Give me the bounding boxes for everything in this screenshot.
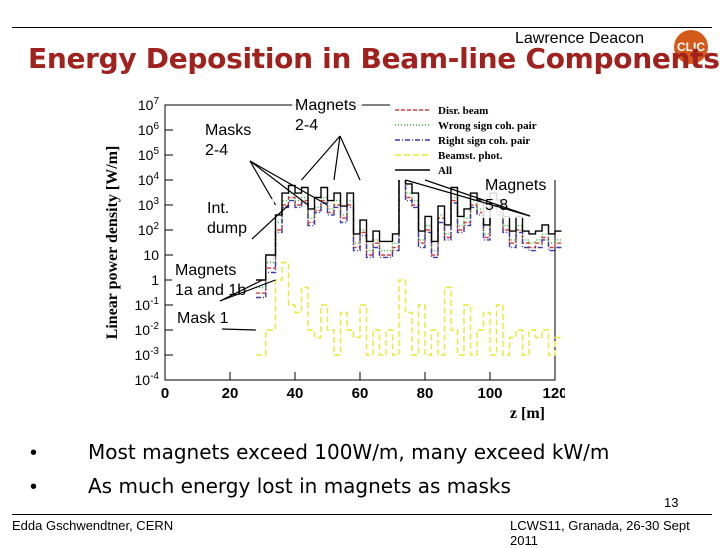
- author-name: Lawrence Deacon: [515, 30, 644, 47]
- y-tick-label: 10: [143, 247, 159, 263]
- legend-label: Disr. beam: [438, 105, 488, 117]
- bullet-list: • Most magnets exceed 100W/m, many excee…: [30, 440, 609, 508]
- legend-label: Right sign coh. pair: [438, 135, 530, 147]
- annotation-arrow: [339, 135, 361, 181]
- annotation-arrow: [249, 160, 328, 206]
- annotation-arrow: [333, 135, 341, 181]
- annotation-arrow: [251, 204, 289, 240]
- bullet-text: As much energy lost in magnets as masks: [88, 474, 511, 498]
- annotation-arrow: [301, 135, 341, 181]
- annotation-label: Masks: [205, 122, 251, 139]
- annotation-bg: [202, 121, 272, 163]
- series-line: [256, 142, 562, 281]
- page-number: 13: [664, 495, 679, 510]
- x-tick-label: 100: [477, 385, 502, 402]
- annotation-label: Magnets: [175, 262, 236, 279]
- x-tick-label: 60: [352, 385, 369, 402]
- annotation-label: 5-8: [485, 197, 508, 214]
- annotation-arrow: [249, 160, 309, 206]
- y-tick-label: 1: [151, 272, 159, 288]
- annotation-bg: [174, 309, 244, 331]
- annotation-label: 2-4: [295, 117, 318, 134]
- annotation-arrow: [424, 179, 531, 217]
- y-tick-label: 10-3: [135, 346, 160, 363]
- annotation-arrow: [249, 160, 277, 206]
- annotation-label: Magnets: [295, 97, 356, 114]
- y-tick-label: 10-2: [135, 321, 160, 338]
- y-tick-label: 10-4: [135, 371, 160, 388]
- annotation-label: 2-4: [205, 142, 228, 159]
- annotation-label: 1a and 1b: [175, 282, 246, 299]
- x-tick-label: 80: [417, 385, 434, 402]
- legend-label: Beamst. phot.: [438, 150, 503, 162]
- annotation-label: Int.: [207, 200, 229, 217]
- y-tick-label: 107: [138, 96, 160, 113]
- y-tick-label: 105: [138, 146, 160, 163]
- annotation-arrow: [219, 279, 263, 302]
- legend-label: Wrong sign coh. pair: [438, 120, 537, 132]
- annotation-bg: [204, 199, 274, 241]
- y-axis-label: Linear power density [W/m]: [104, 146, 121, 340]
- annotation-label: Magnets: [485, 177, 546, 194]
- footer-author: Edda Gschwendtner, CERN: [12, 518, 174, 533]
- clic-logo: CLIC: [674, 30, 708, 64]
- x-tick-label: 0: [161, 385, 169, 402]
- y-tick-label: 106: [138, 121, 160, 138]
- y-tick-label: 10-1: [135, 296, 160, 313]
- x-tick-label: 40: [287, 385, 304, 402]
- bullet-item: • Most magnets exceed 100W/m, many excee…: [30, 440, 609, 474]
- slide-title: Energy Deposition in Beam-line Component…: [28, 42, 720, 75]
- power-density-chart: 10-4 10-3 10-2 10-1 1 10 102 103 104 105 106 107 0 20…: [104, 96, 565, 422]
- series-line: [256, 261, 562, 356]
- legend-label: All: [438, 165, 452, 177]
- bullet-marker: •: [30, 476, 38, 498]
- annotation-arrow: [405, 179, 531, 217]
- footer-conference: LCWS11, Granada, 26-30 Sept 2011: [510, 518, 690, 548]
- header-rule: [12, 27, 712, 28]
- bullet-marker: •: [30, 442, 38, 464]
- x-tick-label: 20: [222, 385, 239, 402]
- x-axis-label: z [m]: [510, 405, 545, 422]
- y-tick-label: 103: [138, 196, 160, 213]
- annotation-bg: [292, 96, 362, 138]
- x-tick-label: 120: [542, 385, 565, 402]
- annotation-arrow: [219, 279, 276, 302]
- y-tick-label: 102: [138, 221, 160, 238]
- footer-rule: [12, 514, 712, 515]
- annotation-label: Mask 1: [177, 310, 229, 327]
- y-tick-label: 104: [138, 171, 160, 188]
- annotation-arrow: [221, 328, 257, 331]
- bullet-text: Most magnets exceed 100W/m, many exceed …: [88, 440, 610, 464]
- annotation-label: dump: [207, 220, 247, 237]
- bullet-item: • As much energy lost in magnets as mask…: [30, 474, 609, 508]
